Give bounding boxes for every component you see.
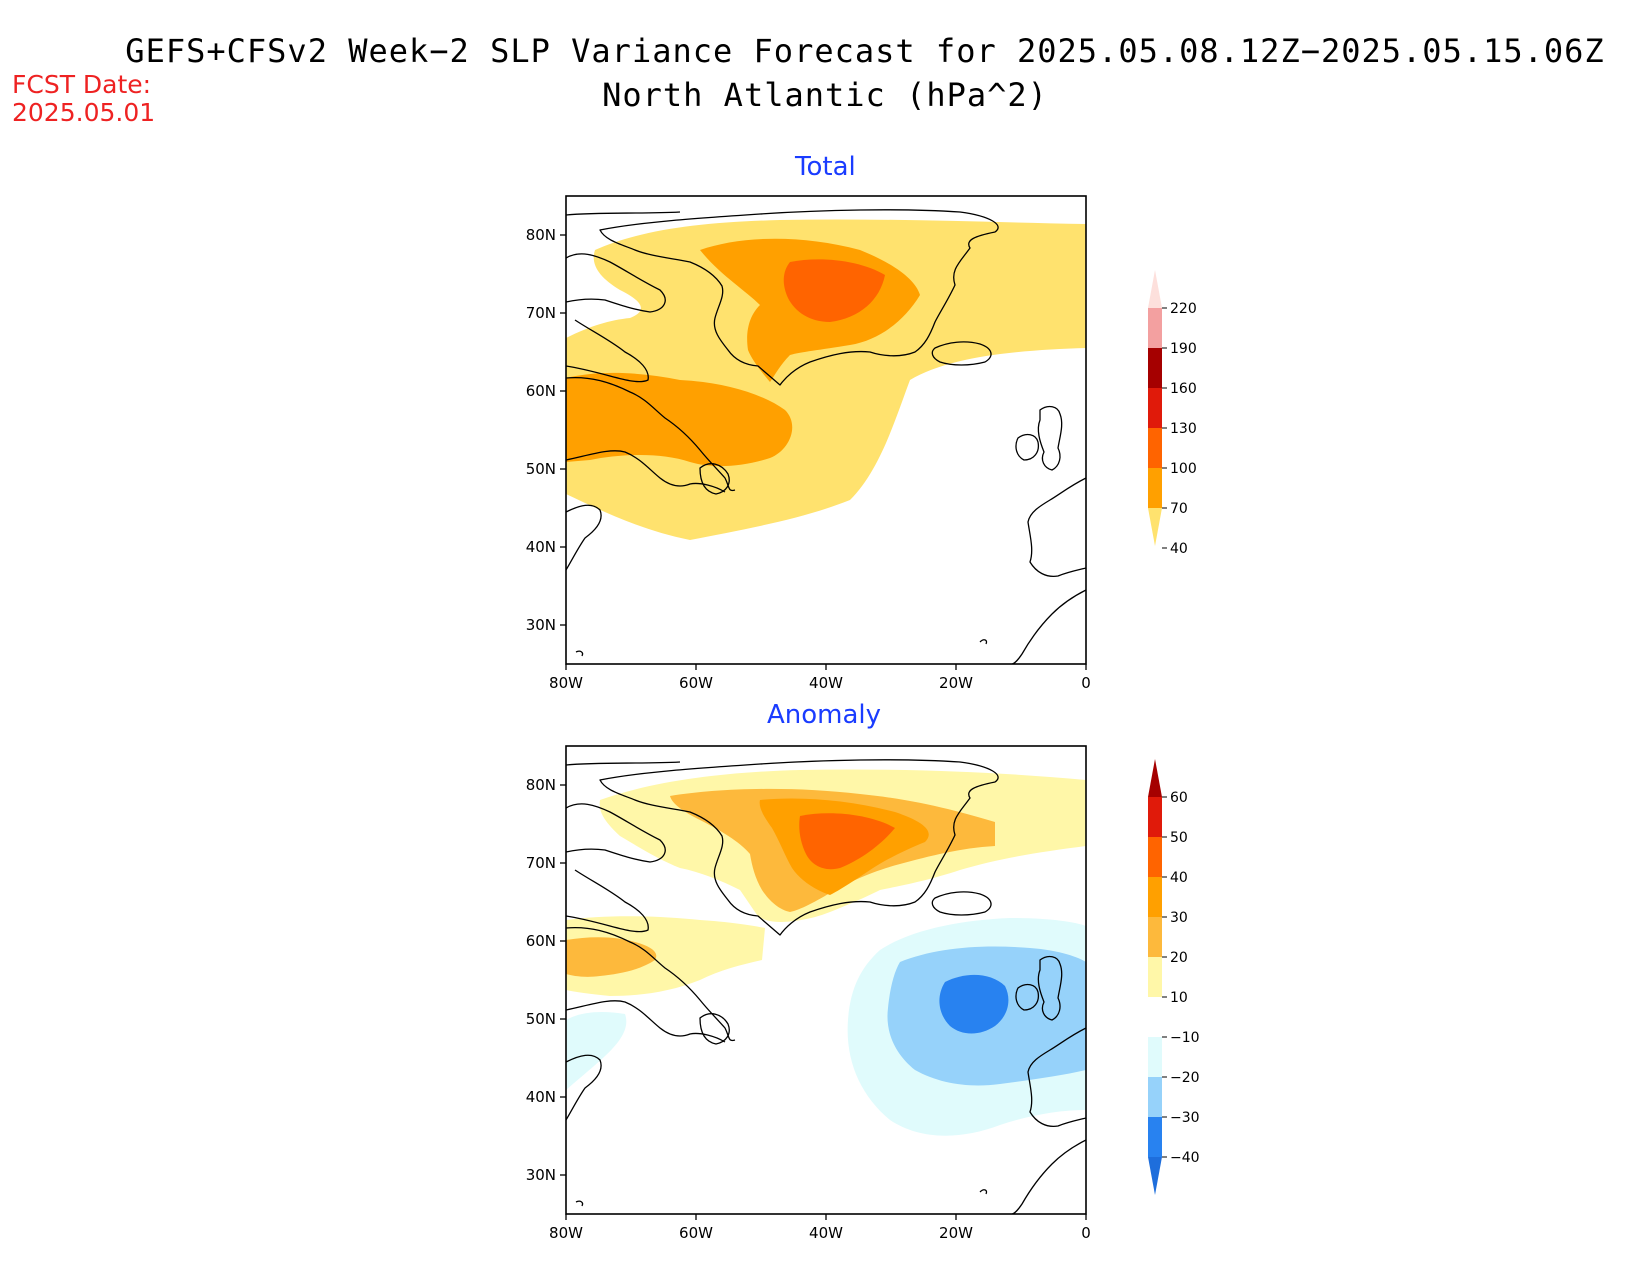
total-map	[566, 219, 1086, 541]
total-lon-tick-label: 60W	[679, 674, 713, 692]
total-lat-tick-label: 50N	[526, 460, 556, 478]
anomaly-colorbar-label: 30	[1170, 910, 1188, 926]
total-colorbar: 220 190 160 130 100 70 40	[1148, 270, 1197, 557]
total-axes: 80N 70N 60N 50N 40N 30N 80W 60W 40W 20W 0	[526, 226, 1091, 692]
anomaly-colorbar-swatch	[1148, 797, 1162, 837]
anomaly-contour-40	[799, 813, 895, 870]
total-colorbar-swatch	[1148, 308, 1162, 348]
total-lon-tick-label: 40W	[809, 674, 843, 692]
anomaly-colorbar-label: 10	[1170, 990, 1188, 1006]
anomaly-colorbar-swatch	[1148, 837, 1162, 877]
total-lon-tick-label: 0	[1081, 674, 1091, 692]
anomaly-lat-tick-label: 60N	[526, 932, 556, 950]
total-colorbar-swatch	[1148, 348, 1162, 388]
total-lon-tick-label: 20W	[939, 674, 973, 692]
total-lat-tick-label: 30N	[526, 616, 556, 634]
anomaly-colorbar-swatch	[1148, 957, 1162, 997]
anomaly-colorbar-swatch	[1148, 1037, 1162, 1077]
anomaly-colorbar-bottom-arrow	[1148, 1157, 1162, 1195]
total-colorbar-label: 220	[1170, 301, 1197, 317]
total-colorbar-swatch	[1148, 468, 1162, 508]
total-lat-tick-label: 60N	[526, 382, 556, 400]
anomaly-lat-tick-label: 50N	[526, 1010, 556, 1028]
anomaly-contour-20-west	[566, 937, 657, 977]
anomaly-contour-neg10-west	[566, 1012, 627, 1090]
anomaly-colorbar-top-arrow	[1148, 759, 1162, 797]
anomaly-lat-tick-label: 40N	[526, 1088, 556, 1106]
total-contour-70-west	[566, 372, 793, 467]
anomaly-lat-tick-label: 80N	[526, 776, 556, 794]
anomaly-lon-tick-label: 20W	[939, 1224, 973, 1242]
anomaly-axes: 80N 70N 60N 50N 40N 30N 80W 60W 40W 20W 0	[526, 776, 1091, 1242]
fcst-date-value: 2025.05.01	[12, 98, 156, 127]
total-colorbar-label: 70	[1170, 501, 1188, 517]
anomaly-lon-tick-label: 0	[1081, 1224, 1091, 1242]
total-colorbar-label: 130	[1170, 421, 1197, 437]
anomaly-colorbar-label: −30	[1170, 1110, 1200, 1126]
anomaly-colorbar-label: 20	[1170, 950, 1188, 966]
anomaly-colorbar-label: −40	[1170, 1150, 1200, 1166]
total-colorbar-label: 40	[1170, 541, 1188, 557]
anomaly-colorbar-swatch	[1148, 997, 1162, 1037]
chart-title-line2: North Atlantic (hPa^2)	[602, 76, 1048, 114]
total-colorbar-swatch	[1148, 388, 1162, 428]
anomaly-colorbar-label: 60	[1170, 790, 1188, 806]
total-colorbar-top-arrow	[1148, 270, 1162, 308]
anomaly-contour-neg30	[939, 974, 1009, 1034]
total-panel-title: Total	[795, 152, 856, 182]
total-colorbar-label: 160	[1170, 381, 1197, 397]
anomaly-panel-title: Anomaly	[767, 700, 882, 730]
total-contour-100	[783, 259, 885, 322]
anomaly-colorbar: 60 50 40 30 20 10 −10 −20 −30 −40	[1148, 759, 1200, 1195]
anomaly-colorbar-swatch	[1148, 1077, 1162, 1117]
anomaly-colorbar-label: −20	[1170, 1070, 1200, 1086]
anomaly-colorbar-label: 40	[1170, 870, 1188, 886]
anomaly-lat-tick-label: 30N	[526, 1166, 556, 1184]
anomaly-lon-tick-label: 60W	[679, 1224, 713, 1242]
anomaly-colorbar-label: 50	[1170, 830, 1188, 846]
total-colorbar-label: 100	[1170, 461, 1197, 477]
fcst-date-label: FCST Date:	[12, 70, 152, 99]
total-lat-tick-label: 80N	[526, 226, 556, 244]
anomaly-map	[566, 769, 1086, 1136]
total-colorbar-bottom-arrow	[1148, 508, 1162, 546]
total-colorbar-label: 190	[1170, 341, 1197, 357]
anomaly-lon-tick-label: 40W	[809, 1224, 843, 1242]
total-lat-tick-label: 70N	[526, 304, 556, 322]
anomaly-colorbar-swatch	[1148, 1117, 1162, 1157]
total-lon-tick-label: 80W	[549, 674, 583, 692]
anomaly-colorbar-swatch	[1148, 917, 1162, 957]
anomaly-lat-tick-label: 70N	[526, 854, 556, 872]
total-lat-tick-label: 40N	[526, 538, 556, 556]
chart-title-line1: GEFS+CFSv2 Week−2 SLP Variance Forecast …	[125, 32, 1605, 70]
anomaly-colorbar-swatch	[1148, 877, 1162, 917]
anomaly-lon-tick-label: 80W	[549, 1224, 583, 1242]
anomaly-colorbar-label: −10	[1170, 1030, 1200, 1046]
total-colorbar-swatch	[1148, 428, 1162, 468]
